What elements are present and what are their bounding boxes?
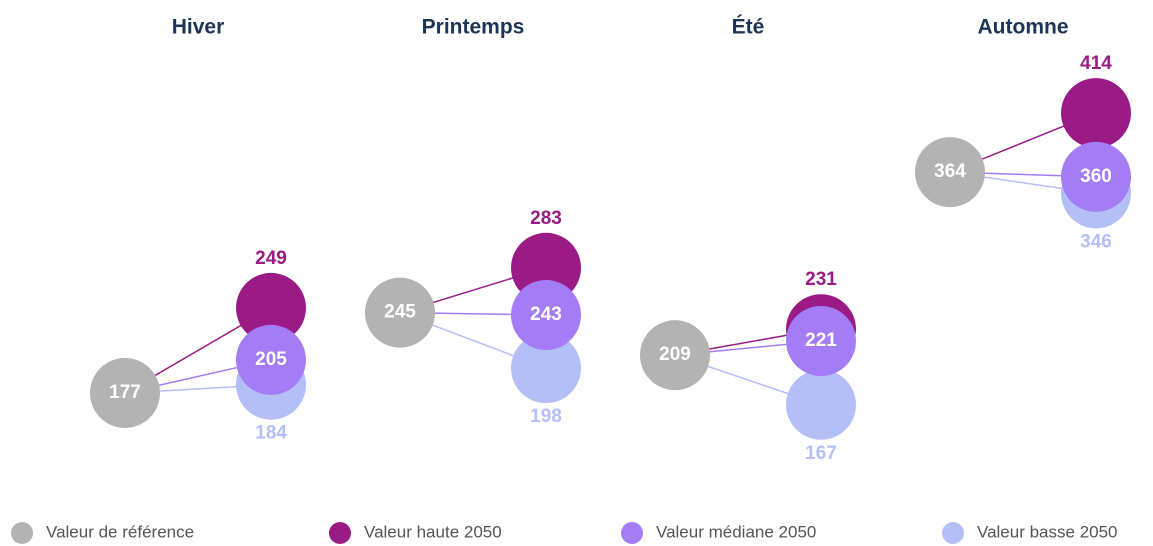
value-label: 231	[805, 269, 837, 290]
value-label: 221	[805, 330, 837, 351]
value-label: 249	[255, 248, 287, 269]
dot	[236, 324, 306, 395]
legend-label: Valeur de référence	[46, 522, 194, 541]
value-label: 364	[934, 161, 966, 182]
dot	[786, 369, 856, 440]
dot	[511, 280, 581, 351]
dot	[90, 357, 160, 428]
dot	[1061, 141, 1131, 212]
value-label: 167	[805, 443, 837, 464]
dot	[511, 333, 581, 404]
legend-label: Valeur haute 2050	[364, 522, 502, 541]
panel-title: Été	[732, 16, 765, 39]
value-label: 198	[530, 406, 562, 427]
value-label: 245	[384, 302, 416, 323]
legend-label: Valeur basse 2050	[977, 522, 1118, 541]
legend-swatch	[11, 522, 33, 544]
value-label: 414	[1080, 53, 1112, 74]
legend-label: Valeur médiane 2050	[656, 522, 816, 541]
legend-swatch	[942, 522, 964, 544]
panel-title: Printemps	[422, 16, 525, 39]
value-label: 360	[1080, 166, 1112, 187]
value-label: 243	[530, 304, 562, 325]
dot	[236, 272, 306, 343]
value-label: 184	[255, 423, 287, 444]
value-label: 346	[1080, 231, 1112, 252]
dot	[1061, 78, 1131, 149]
value-label: 209	[659, 344, 691, 365]
legend-swatch	[621, 522, 643, 544]
panel-title: Automne	[978, 16, 1069, 39]
legend-swatch	[329, 522, 351, 544]
value-label: 283	[530, 208, 562, 229]
value-label: 205	[255, 349, 287, 370]
dot	[786, 305, 856, 376]
dot	[915, 137, 985, 208]
panel-title: Hiver	[172, 16, 225, 39]
dot	[640, 320, 710, 391]
value-label: 177	[109, 382, 141, 403]
dot	[365, 277, 435, 348]
